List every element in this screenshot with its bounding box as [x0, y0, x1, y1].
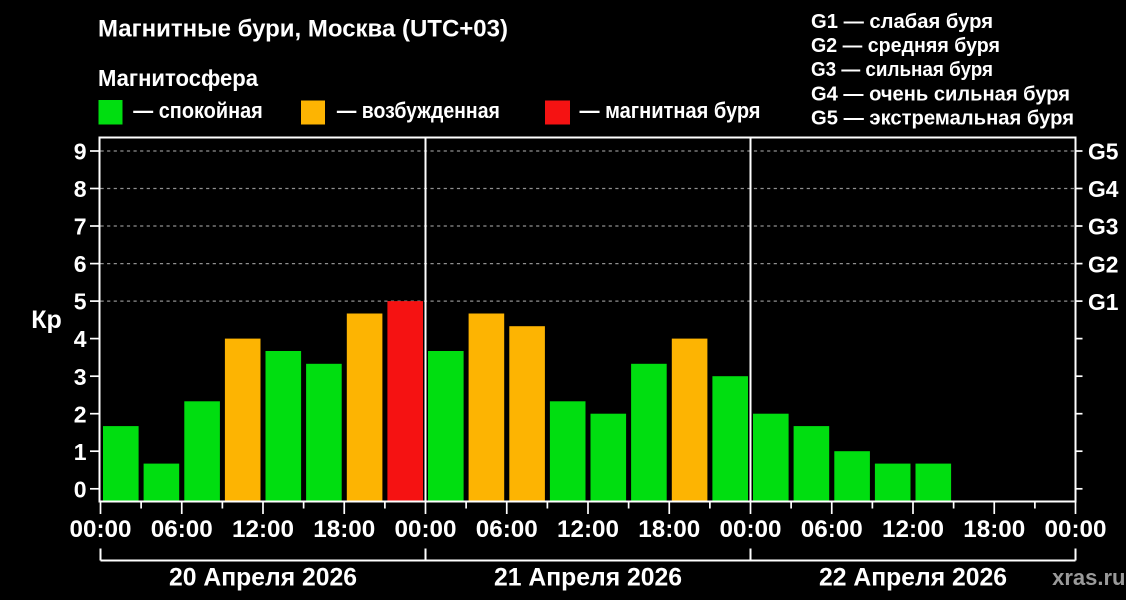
svg-text:00:00: 00:00	[1045, 516, 1107, 543]
svg-text:— магнитная буря: — магнитная буря	[580, 98, 761, 123]
svg-text:12:00: 12:00	[557, 516, 619, 543]
svg-text:G2 — средняя буря: G2 — средняя буря	[811, 35, 1000, 57]
svg-text:5: 5	[74, 289, 87, 315]
svg-text:G1: G1	[1088, 289, 1119, 315]
svg-text:9: 9	[74, 139, 87, 165]
svg-text:12:00: 12:00	[882, 516, 944, 543]
svg-text:G4: G4	[1088, 176, 1119, 202]
svg-text:06:00: 06:00	[476, 516, 538, 543]
svg-text:G3 — сильная буря: G3 — сильная буря	[811, 59, 993, 81]
svg-text:Магнитосфера: Магнитосфера	[98, 65, 258, 91]
svg-text:00:00: 00:00	[395, 516, 457, 543]
svg-text:1: 1	[74, 439, 87, 465]
svg-text:G2: G2	[1088, 251, 1119, 277]
svg-text:18:00: 18:00	[638, 516, 700, 543]
svg-text:G5 — экстремальная буря: G5 — экстремальная буря	[811, 107, 1074, 129]
svg-text:20 Апреля 2026: 20 Апреля 2026	[169, 564, 357, 592]
svg-text:G3: G3	[1088, 214, 1119, 240]
svg-text:06:00: 06:00	[151, 516, 213, 543]
svg-text:2: 2	[74, 401, 87, 427]
svg-text:12:00: 12:00	[232, 516, 294, 543]
svg-text:G4 — очень сильная буря: G4 — очень сильная буря	[811, 83, 1070, 105]
svg-text:0: 0	[74, 476, 87, 502]
svg-text:06:00: 06:00	[801, 516, 863, 543]
svg-text:4: 4	[74, 326, 87, 352]
svg-text:— спокойная: — спокойная	[133, 98, 262, 123]
svg-text:7: 7	[74, 214, 87, 240]
svg-text:— возбужденная: — возбужденная	[337, 98, 500, 123]
svg-text:18:00: 18:00	[313, 516, 375, 543]
svg-text:6: 6	[74, 251, 87, 277]
svg-text:Кр: Кр	[31, 306, 62, 334]
svg-text:Магнитные бури, Москва (UTC+03: Магнитные бури, Москва (UTC+03)	[98, 16, 508, 43]
svg-text:G5: G5	[1088, 139, 1119, 165]
svg-text:18:00: 18:00	[963, 516, 1025, 543]
svg-text:8: 8	[74, 176, 87, 202]
svg-text:21 Апреля 2026: 21 Апреля 2026	[494, 564, 682, 592]
svg-text:00:00: 00:00	[70, 516, 132, 543]
svg-text:G1 — слабая буря: G1 — слабая буря	[811, 11, 993, 33]
svg-text:22 Апреля 2026: 22 Апреля 2026	[819, 564, 1007, 592]
svg-text:xras.ru: xras.ru	[1052, 565, 1125, 590]
svg-text:3: 3	[74, 364, 87, 390]
svg-text:00:00: 00:00	[720, 516, 782, 543]
